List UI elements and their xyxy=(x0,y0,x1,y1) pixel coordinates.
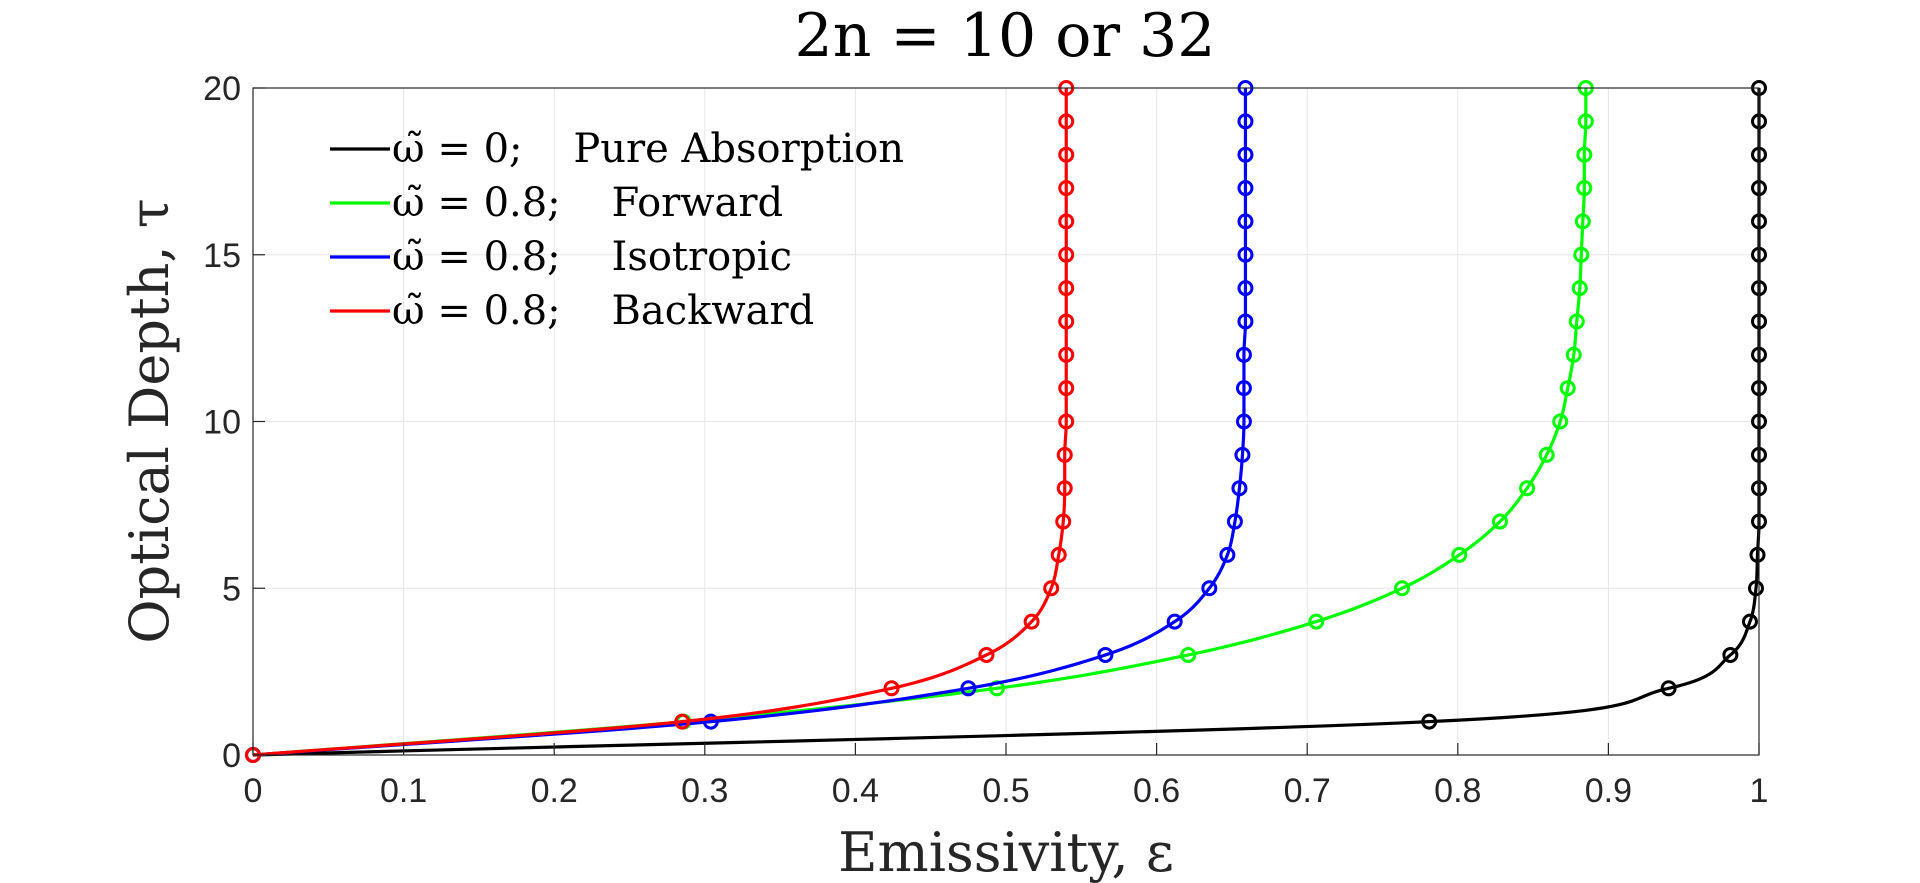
y-tick-label: 0 xyxy=(222,737,241,775)
data-point xyxy=(883,680,900,697)
x-tick-label: 0 xyxy=(244,772,263,810)
data-point xyxy=(1237,313,1254,330)
data-point xyxy=(1219,546,1236,563)
data-point xyxy=(1237,246,1254,263)
data-point xyxy=(1237,113,1254,130)
data-point xyxy=(1741,613,1758,630)
y-tick-label: 10 xyxy=(203,404,241,442)
data-point xyxy=(1237,146,1254,163)
data-point xyxy=(1559,380,1576,397)
data-point xyxy=(1058,380,1075,397)
data-point xyxy=(1056,480,1073,497)
data-point xyxy=(1573,246,1590,263)
legend-entry: ω̃ = 0.8; Forward xyxy=(392,180,783,226)
data-point xyxy=(1058,180,1075,197)
legend: ω̃ = 0; Pure Absorption ω̃ = 0.8; Forward… xyxy=(330,126,904,334)
series-line xyxy=(252,87,1068,757)
legend-entry: ω̃ = 0; Pure Absorption xyxy=(392,126,904,172)
data-point xyxy=(1058,113,1075,130)
series-3 xyxy=(245,80,1075,763)
data-point xyxy=(1056,446,1073,463)
y-tick-label: 20 xyxy=(203,70,241,108)
data-point xyxy=(1308,613,1325,630)
data-point xyxy=(1235,346,1252,363)
x-tick-label: 0.5 xyxy=(982,772,1029,810)
data-point xyxy=(978,646,995,663)
data-point xyxy=(702,713,719,730)
x-tick-label: 0.6 xyxy=(1133,772,1180,810)
series-2 xyxy=(245,80,1254,763)
data-point xyxy=(1491,513,1508,530)
data-point xyxy=(1097,646,1114,663)
legend-entry: ω̃ = 0.8; Isotropic xyxy=(392,234,792,280)
data-point xyxy=(1421,713,1438,730)
data-point xyxy=(1226,513,1243,530)
data-point xyxy=(1201,580,1218,597)
data-point xyxy=(1576,146,1593,163)
data-point xyxy=(1519,480,1536,497)
x-axis-label: Emissivity, ε xyxy=(838,821,1174,883)
y-axis-label: Optical Depth, τ xyxy=(118,198,181,643)
series-line xyxy=(252,87,1588,757)
data-point xyxy=(1043,580,1060,597)
chart-title: 2n = 10 or 32 xyxy=(795,1,1216,71)
data-point xyxy=(1050,546,1067,563)
data-point xyxy=(1237,213,1254,230)
data-point xyxy=(1552,413,1569,430)
data-point xyxy=(1237,280,1254,297)
data-point xyxy=(1180,646,1197,663)
data-point xyxy=(1055,513,1072,530)
x-tick-label: 0.3 xyxy=(681,772,728,810)
data-point xyxy=(1576,180,1593,197)
data-point xyxy=(1722,646,1739,663)
data-point xyxy=(1058,280,1075,297)
data-point xyxy=(1058,413,1075,430)
data-point xyxy=(1451,546,1468,563)
data-point xyxy=(674,713,691,730)
x-tick-label: 0.7 xyxy=(1284,772,1331,810)
data-point xyxy=(1568,313,1585,330)
data-point xyxy=(960,680,977,697)
data-point xyxy=(1058,246,1075,263)
data-point xyxy=(1749,546,1766,563)
data-point xyxy=(1571,280,1588,297)
data-point xyxy=(1747,580,1764,597)
legend-entry: ω̃ = 0.8; Backward xyxy=(392,288,814,334)
data-point xyxy=(1235,380,1252,397)
series-1 xyxy=(245,80,1594,763)
data-point xyxy=(1394,580,1411,597)
data-point xyxy=(1660,680,1677,697)
y-tick-label: 15 xyxy=(203,237,241,275)
x-tick-label: 1 xyxy=(1750,772,1769,810)
data-point xyxy=(1565,346,1582,363)
data-point xyxy=(1234,446,1251,463)
x-tick-label: 0.1 xyxy=(380,772,427,810)
x-tick-label: 0.2 xyxy=(531,772,578,810)
series-line xyxy=(252,87,1248,757)
data-point xyxy=(1058,313,1075,330)
data-point xyxy=(1577,113,1594,130)
x-tick-label: 0.4 xyxy=(832,772,879,810)
data-point xyxy=(1538,446,1555,463)
data-point xyxy=(1166,613,1183,630)
y-tick-label: 5 xyxy=(222,570,241,608)
data-point xyxy=(1058,213,1075,230)
data-point xyxy=(1058,346,1075,363)
data-point xyxy=(1237,180,1254,197)
x-tick-label: 0.8 xyxy=(1434,772,1481,810)
data-point xyxy=(1023,613,1040,630)
data-point xyxy=(1574,213,1591,230)
x-tick-label: 0.9 xyxy=(1585,772,1632,810)
data-point xyxy=(1235,413,1252,430)
data-point xyxy=(1231,480,1248,497)
data-point xyxy=(1058,146,1075,163)
